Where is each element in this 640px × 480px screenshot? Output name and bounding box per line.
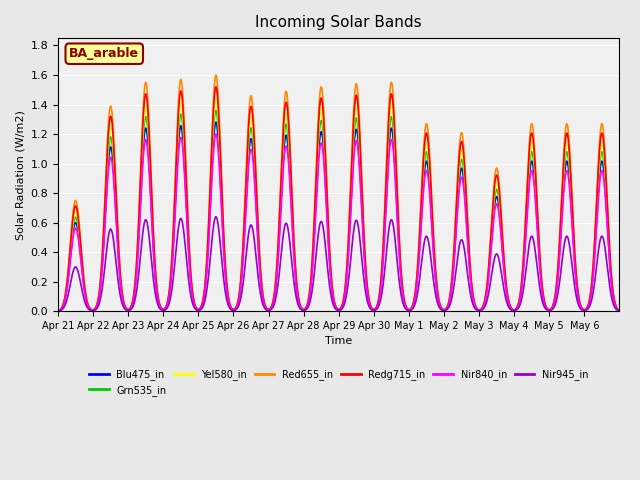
Red655_in: [232, 305, 239, 311]
Grn535_in: [212, 108, 220, 113]
Grn535_in: [54, 308, 62, 313]
Redg715_in: [212, 84, 220, 90]
Red655_in: [372, 303, 380, 309]
Blu475_in: [110, 176, 118, 181]
Blu475_in: [608, 281, 616, 287]
Blu475_in: [212, 120, 220, 125]
Grn535_in: [232, 306, 239, 312]
Yel580_in: [608, 278, 616, 284]
Redg715_in: [540, 295, 547, 300]
Blu475_in: [508, 307, 516, 312]
Title: Incoming Solar Bands: Incoming Solar Bands: [255, 15, 422, 30]
Blu475_in: [232, 306, 239, 312]
Redg715_in: [372, 304, 380, 310]
Redg715_in: [616, 308, 623, 313]
Line: Yel580_in: Yel580_in: [58, 99, 620, 311]
Nir945_in: [540, 302, 547, 308]
Legend: Blu475_in, Grn535_in, Yel580_in, Red655_in, Redg715_in, Nir840_in, Nir945_in: Blu475_in, Grn535_in, Yel580_in, Red655_…: [85, 365, 592, 400]
Nir840_in: [54, 308, 62, 314]
Yel580_in: [372, 304, 380, 310]
Grn535_in: [608, 279, 616, 285]
Nir840_in: [508, 307, 516, 312]
Redg715_in: [232, 305, 239, 311]
Nir945_in: [110, 242, 118, 248]
Nir840_in: [110, 184, 118, 190]
Redg715_in: [54, 308, 62, 313]
Red655_in: [212, 72, 220, 78]
Red655_in: [508, 306, 516, 312]
Redg715_in: [608, 276, 616, 282]
Yel580_in: [110, 159, 118, 165]
Nir945_in: [232, 307, 239, 313]
X-axis label: Time: Time: [325, 336, 353, 347]
Line: Redg715_in: Redg715_in: [58, 87, 620, 311]
Nir945_in: [616, 308, 623, 314]
Yel580_in: [54, 308, 62, 313]
Redg715_in: [508, 306, 516, 312]
Nir840_in: [540, 298, 547, 303]
Line: Red655_in: Red655_in: [58, 75, 620, 311]
Blu475_in: [540, 297, 547, 302]
Nir840_in: [616, 308, 623, 313]
Red655_in: [540, 294, 547, 300]
Nir945_in: [508, 307, 516, 313]
Blu475_in: [54, 308, 62, 314]
Nir945_in: [372, 306, 380, 312]
Grn535_in: [616, 308, 623, 313]
Yel580_in: [232, 306, 239, 312]
Nir840_in: [212, 131, 220, 137]
Yel580_in: [540, 295, 547, 301]
Yel580_in: [616, 308, 623, 313]
Grn535_in: [110, 168, 118, 173]
Line: Grn535_in: Grn535_in: [58, 110, 620, 311]
Grn535_in: [508, 306, 516, 312]
Blu475_in: [616, 308, 623, 313]
Line: Blu475_in: Blu475_in: [58, 122, 620, 311]
Nir840_in: [608, 283, 616, 288]
Red655_in: [110, 143, 118, 148]
Text: BA_arable: BA_arable: [69, 47, 140, 60]
Red655_in: [616, 308, 623, 313]
Line: Nir945_in: Nir945_in: [58, 216, 620, 311]
Yel580_in: [508, 306, 516, 312]
Red655_in: [54, 308, 62, 313]
Line: Nir840_in: Nir840_in: [58, 134, 620, 311]
Nir945_in: [54, 308, 62, 314]
Yel580_in: [212, 96, 220, 102]
Grn535_in: [540, 296, 547, 302]
Grn535_in: [372, 304, 380, 310]
Nir840_in: [232, 306, 239, 312]
Nir840_in: [372, 305, 380, 311]
Red655_in: [608, 275, 616, 280]
Redg715_in: [110, 151, 118, 156]
Nir945_in: [212, 214, 220, 219]
Nir945_in: [608, 295, 616, 300]
Y-axis label: Solar Radiation (W/m2): Solar Radiation (W/m2): [15, 110, 25, 240]
Blu475_in: [372, 304, 380, 310]
